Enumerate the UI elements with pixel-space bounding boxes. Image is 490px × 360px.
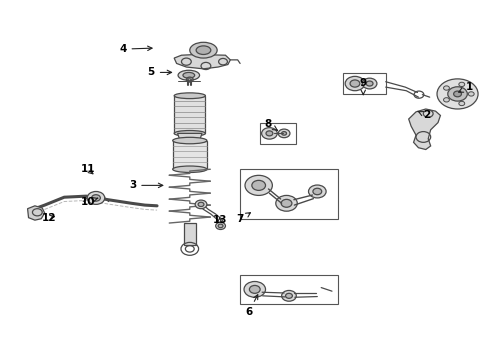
Ellipse shape xyxy=(286,293,293,298)
Ellipse shape xyxy=(443,98,449,102)
Text: 4: 4 xyxy=(119,44,152,54)
Text: 3: 3 xyxy=(129,180,163,190)
Ellipse shape xyxy=(468,92,474,96)
Ellipse shape xyxy=(313,188,322,195)
Ellipse shape xyxy=(281,199,292,207)
Ellipse shape xyxy=(183,72,195,78)
Ellipse shape xyxy=(172,166,207,172)
Ellipse shape xyxy=(459,82,465,86)
Ellipse shape xyxy=(178,70,199,80)
Ellipse shape xyxy=(448,87,467,101)
Ellipse shape xyxy=(87,192,105,204)
Ellipse shape xyxy=(244,282,266,297)
Bar xyxy=(240,169,338,220)
Ellipse shape xyxy=(278,129,290,138)
Polygon shape xyxy=(172,140,207,169)
Text: 12: 12 xyxy=(41,213,56,222)
Text: 8: 8 xyxy=(265,120,277,130)
Ellipse shape xyxy=(454,91,462,97)
Ellipse shape xyxy=(216,222,225,229)
Ellipse shape xyxy=(92,195,100,201)
Polygon shape xyxy=(174,96,205,134)
Ellipse shape xyxy=(437,79,478,109)
Ellipse shape xyxy=(459,101,465,105)
Ellipse shape xyxy=(190,42,217,58)
Ellipse shape xyxy=(196,46,211,54)
Polygon shape xyxy=(177,134,202,140)
Ellipse shape xyxy=(195,200,207,209)
Text: 6: 6 xyxy=(245,295,258,316)
Text: 5: 5 xyxy=(147,67,172,77)
Ellipse shape xyxy=(366,81,373,86)
Polygon shape xyxy=(409,109,441,149)
Text: 2: 2 xyxy=(418,111,430,121)
Ellipse shape xyxy=(443,86,449,90)
Ellipse shape xyxy=(282,132,287,135)
Text: 9: 9 xyxy=(360,78,367,95)
Ellipse shape xyxy=(282,291,296,301)
Polygon shape xyxy=(184,223,196,244)
Ellipse shape xyxy=(249,285,260,293)
Bar xyxy=(343,73,386,94)
Ellipse shape xyxy=(198,202,204,207)
Text: 11: 11 xyxy=(80,164,95,174)
Ellipse shape xyxy=(350,80,360,87)
Ellipse shape xyxy=(245,175,272,195)
Ellipse shape xyxy=(218,224,223,228)
Ellipse shape xyxy=(262,128,277,139)
Ellipse shape xyxy=(174,93,205,99)
Ellipse shape xyxy=(309,185,326,198)
Ellipse shape xyxy=(172,137,207,144)
Ellipse shape xyxy=(174,131,205,136)
Text: 7: 7 xyxy=(237,213,250,224)
Text: 1: 1 xyxy=(459,82,473,92)
Bar xyxy=(260,123,296,144)
Ellipse shape xyxy=(266,131,273,136)
Bar xyxy=(240,275,338,304)
Polygon shape xyxy=(174,54,230,69)
Text: 10: 10 xyxy=(80,197,98,207)
Ellipse shape xyxy=(345,76,365,91)
Text: 13: 13 xyxy=(212,215,227,225)
Ellipse shape xyxy=(252,180,266,190)
Ellipse shape xyxy=(276,195,297,211)
Polygon shape xyxy=(27,206,45,220)
Ellipse shape xyxy=(362,78,377,89)
